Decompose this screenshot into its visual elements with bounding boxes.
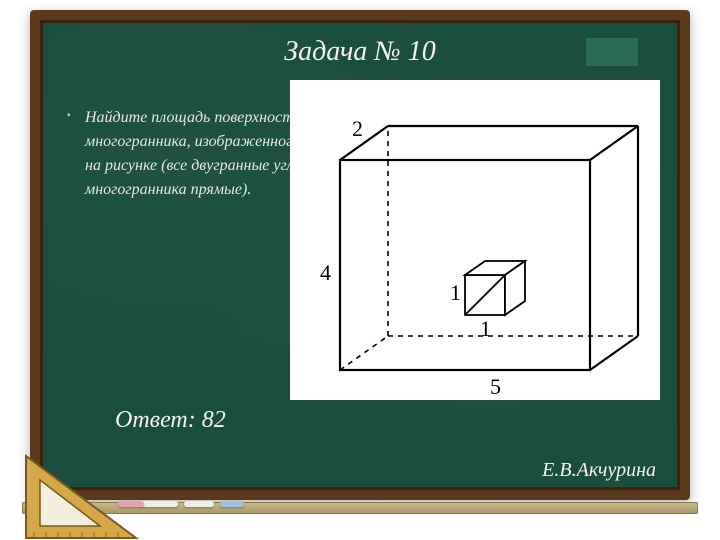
label-width: 5 [490, 374, 501, 399]
label-cube-h: 1 [450, 280, 461, 305]
chalk-white-2 [184, 501, 214, 507]
chalk-white [140, 501, 178, 507]
set-square-icon [20, 450, 140, 540]
problem-statement: Найдите площадь поверхности многогранник… [85, 106, 315, 202]
slide-title: Задача № 10 [40, 36, 680, 68]
author-credit: Е.В.Акчурина [542, 459, 656, 482]
geometry-figure: 2 4 5 1 1 [290, 80, 660, 400]
answer-text: Ответ: 82 [115, 407, 226, 434]
label-height: 4 [320, 260, 331, 285]
chalkboard: Задача № 10 Найдите площадь поверхности … [30, 10, 690, 500]
label-depth: 2 [352, 116, 363, 141]
label-cube-w: 1 [480, 316, 491, 341]
chalk-blue [220, 501, 244, 507]
